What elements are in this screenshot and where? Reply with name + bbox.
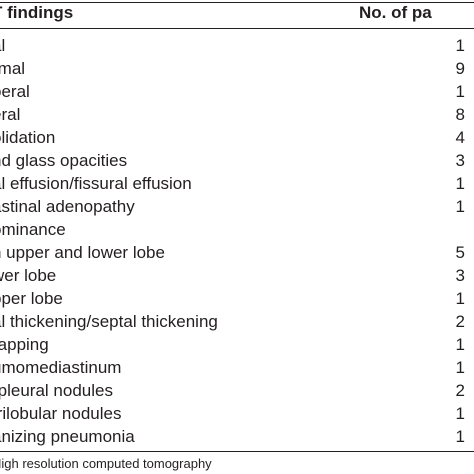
- row-value: 3: [455, 151, 465, 170]
- row-label: olidation: [0, 128, 56, 147]
- row-value: 1: [455, 335, 465, 354]
- column-header-findings: T findings: [0, 3, 74, 22]
- row-label: astinal adenopathy: [0, 197, 135, 216]
- table-row: nd glass opacities 3: [0, 149, 474, 172]
- table-row: wer lobe 3: [0, 264, 474, 287]
- table-row: eral 8: [0, 103, 474, 126]
- row-label: umomediastinum: [0, 358, 122, 377]
- table-row: anizing pneumonia 1: [0, 425, 474, 448]
- table-row: al thickening/septal thickening 2: [0, 310, 474, 333]
- row-value: 2: [455, 381, 465, 400]
- row-label: n upper and lower lobe: [0, 243, 165, 262]
- row-label: rmal: [0, 59, 26, 78]
- row-label: ominance: [0, 220, 66, 239]
- row-value: 1: [455, 427, 465, 446]
- table-row: al effusion/fissural effusion 1: [0, 172, 474, 195]
- table-footnote: High resolution computed tomography: [0, 456, 212, 471]
- row-label: al thickening/septal thickening: [0, 312, 218, 331]
- row-label: trilobular nodules: [0, 404, 122, 423]
- row-value: 1: [455, 358, 465, 377]
- column-header-patients: No. of pa: [359, 3, 432, 22]
- row-label: al: [0, 36, 6, 55]
- row-value: 1: [455, 404, 465, 423]
- row-label: eral: [0, 105, 21, 124]
- row-value: 1: [455, 36, 465, 55]
- row-value: 1: [455, 174, 465, 193]
- row-value: 3: [455, 266, 465, 285]
- header-rule: [0, 28, 474, 29]
- row-value: 8: [455, 105, 465, 124]
- row-value: 1: [455, 82, 465, 101]
- table-row: rmal 9: [0, 57, 474, 80]
- row-label: al effusion/fissural effusion: [0, 174, 192, 193]
- row-value: 9: [455, 59, 465, 78]
- table-row: ominance: [0, 218, 474, 241]
- table-row: rapping 1: [0, 333, 474, 356]
- table-row: olidation 4: [0, 126, 474, 149]
- table-row: umomediastinum 1: [0, 356, 474, 379]
- table-row: n upper and lower lobe 5: [0, 241, 474, 264]
- row-value: 5: [455, 243, 465, 262]
- table-row: trilobular nodules 1: [0, 402, 474, 425]
- table-row: -pleural nodules 2: [0, 379, 474, 402]
- row-value: 1: [455, 197, 465, 216]
- row-value: 4: [455, 128, 465, 147]
- row-label: rapping: [0, 335, 49, 354]
- table-top-rule: [0, 2, 474, 3]
- row-label: -pleural nodules: [0, 381, 113, 400]
- row-label: wer lobe: [0, 266, 57, 285]
- table-row: al 1: [0, 34, 474, 57]
- row-value: 1: [455, 289, 465, 308]
- table-row: oeral 1: [0, 80, 474, 103]
- row-label: oeral: [0, 82, 30, 101]
- table-bottom-rule: [0, 451, 474, 452]
- row-label: nd glass opacities: [0, 151, 128, 170]
- row-label: anizing pneumonia: [0, 427, 135, 446]
- row-label: pper lobe: [0, 289, 63, 308]
- table-row: astinal adenopathy 1: [0, 195, 474, 218]
- row-value: 2: [455, 312, 465, 331]
- table-row: pper lobe 1: [0, 287, 474, 310]
